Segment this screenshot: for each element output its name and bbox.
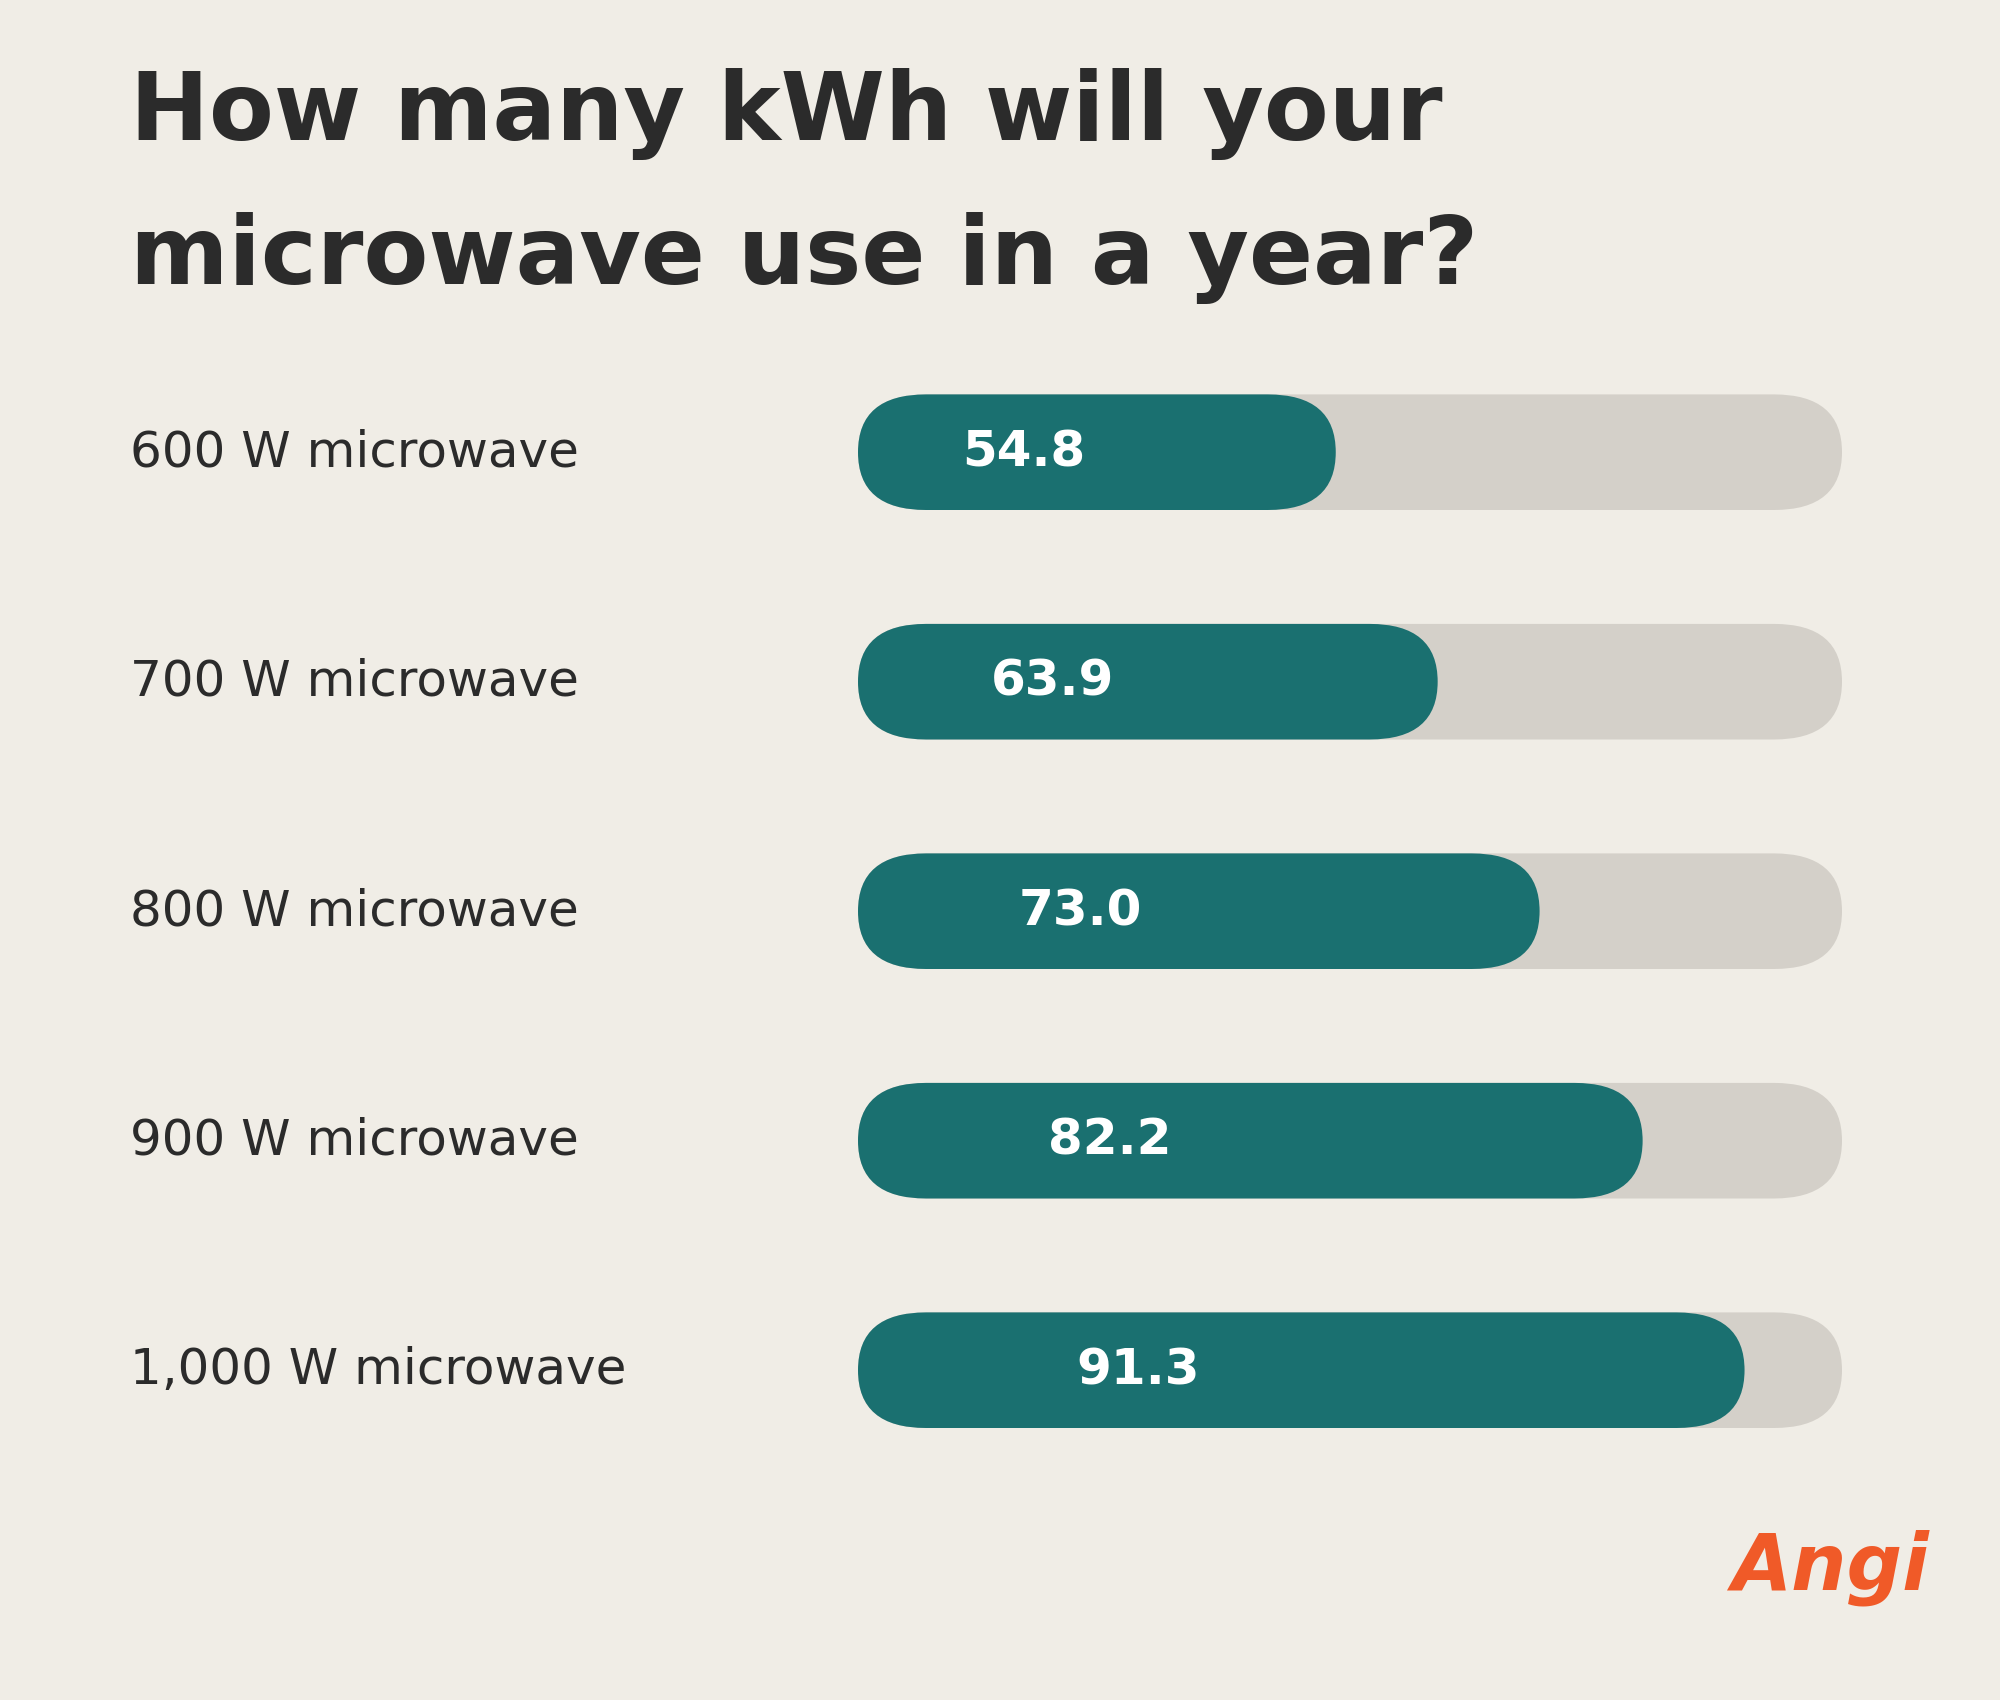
Text: 800 W microwave: 800 W microwave [130, 887, 578, 935]
Text: microwave use in a year?: microwave use in a year? [130, 212, 1478, 304]
FancyBboxPatch shape [858, 1312, 1842, 1428]
Text: 54.8: 54.8 [962, 428, 1086, 476]
FancyBboxPatch shape [858, 1312, 1744, 1428]
FancyBboxPatch shape [858, 624, 1842, 740]
Text: 900 W microwave: 900 W microwave [130, 1117, 578, 1165]
Text: 1,000 W microwave: 1,000 W microwave [130, 1346, 626, 1394]
Text: 91.3: 91.3 [1076, 1346, 1200, 1394]
Text: 82.2: 82.2 [1048, 1117, 1172, 1165]
FancyBboxPatch shape [858, 1083, 1642, 1198]
Text: 73.0: 73.0 [1018, 887, 1142, 935]
FancyBboxPatch shape [858, 624, 1438, 740]
Text: 600 W microwave: 600 W microwave [130, 428, 578, 476]
FancyBboxPatch shape [858, 1083, 1842, 1198]
Text: How many kWh will your: How many kWh will your [130, 68, 1442, 160]
FancyBboxPatch shape [858, 853, 1540, 969]
Text: Angi: Angi [1732, 1530, 1928, 1606]
FancyBboxPatch shape [858, 853, 1842, 969]
Text: 63.9: 63.9 [990, 658, 1114, 705]
FancyBboxPatch shape [858, 394, 1842, 510]
FancyBboxPatch shape [858, 394, 1336, 510]
Text: 700 W microwave: 700 W microwave [130, 658, 578, 705]
